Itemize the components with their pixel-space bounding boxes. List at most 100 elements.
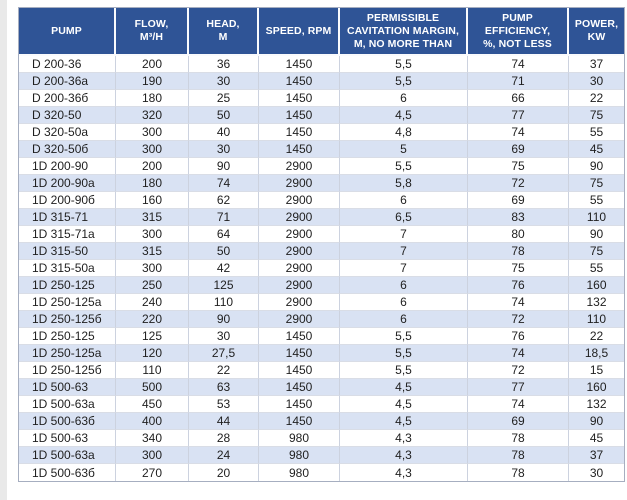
cell-power: 90 (569, 158, 624, 175)
cell-head: 44 (189, 413, 259, 430)
cell-speed: 2900 (259, 311, 340, 328)
cell-flow: 315 (116, 209, 189, 226)
cell-power: 45 (569, 430, 624, 447)
cell-efficiency: 76 (468, 277, 569, 294)
cell-pump: 1D 315-50a (19, 260, 116, 277)
cell-head: 42 (189, 260, 259, 277)
table-row: D 200-36б 180 25 1450 6 66 22 (19, 90, 624, 107)
table-row: D 200-36 200 36 1450 5,5 74 37 (19, 56, 624, 73)
cell-head: 27,5 (189, 345, 259, 362)
table-row: 1D 250-125a 120 27,5 1450 5,5 74 18,5 (19, 345, 624, 362)
cell-flow: 200 (116, 158, 189, 175)
cell-cavitation_margin: 5,5 (340, 328, 468, 345)
cell-power: 55 (569, 124, 624, 141)
table-header: PUMP FLOW, M³/H HEAD, M SPEED, RPM PERMI… (19, 8, 624, 56)
cell-cavitation_margin: 4,3 (340, 430, 468, 447)
cell-cavitation_margin: 5,5 (340, 362, 468, 379)
table-row: 1D 315-50 315 50 2900 7 78 75 (19, 243, 624, 260)
cell-pump: 1D 200-90б (19, 192, 116, 209)
cell-speed: 1450 (259, 141, 340, 158)
cell-pump: D 320-50б (19, 141, 116, 158)
cell-efficiency: 74 (468, 396, 569, 413)
cell-speed: 2900 (259, 209, 340, 226)
cell-pump: 1D 250-125a (19, 294, 116, 311)
cell-flow: 450 (116, 396, 189, 413)
cell-pump: 1D 200-90 (19, 158, 116, 175)
cell-head: 20 (189, 464, 259, 481)
table-row: D 200-36a 190 30 1450 5,5 71 30 (19, 73, 624, 90)
cell-power: 30 (589, 465, 604, 480)
cell-flow: 180 (116, 175, 189, 192)
cell-efficiency: 78 (468, 243, 569, 260)
cell-pump: 1D 315-71 (19, 209, 116, 226)
table-row: 1D 200-90a 180 74 2900 5,8 72 75 (19, 175, 624, 192)
cell-flow: 250 (116, 277, 189, 294)
cell-pump: 1D 250-125 (19, 328, 116, 345)
cell-flow: 315 (116, 243, 189, 260)
cell-speed: 1450 (259, 124, 340, 141)
table-row: 1D 200-90 200 90 2900 5,5 75 90 (19, 158, 624, 175)
cell-flow: 190 (116, 73, 189, 90)
cell-efficiency: 80 (468, 226, 569, 243)
cell-cavitation_margin: 4,5 (340, 379, 468, 396)
cell-cavitation_margin: 6,5 (340, 209, 468, 226)
cell-head: 40 (189, 124, 259, 141)
cell-head: 22 (189, 362, 259, 379)
cell-head: 25 (189, 90, 259, 107)
cell-cavitation_margin: 5,5 (340, 73, 468, 90)
table-row: 1D 500-63б 400 44 1450 4,5 69 90 (19, 413, 624, 430)
cell-speed: 980 (259, 430, 340, 447)
table-row: 1D 315-71 315 71 2900 6,5 83 110 (19, 209, 624, 226)
cell-power: 90 (569, 413, 624, 430)
cell-power: 45 (569, 141, 624, 158)
cell-cavitation_margin: 4,5 (340, 396, 468, 413)
cell-head: 64 (189, 226, 259, 243)
cell-speed: 980 (259, 447, 340, 464)
cell-speed: 980 (259, 464, 340, 481)
cell-pump: 1D 500-63 (19, 379, 116, 396)
cell-speed: 2900 (259, 277, 340, 294)
cell-power: 132 (569, 294, 624, 311)
cell-pump: D 200-36 (19, 56, 116, 73)
table-row: 1D 250-125 250 125 2900 6 76 160 (19, 277, 624, 294)
cell-cavitation_margin: 7 (340, 243, 468, 260)
cell-flow: 340 (116, 430, 189, 447)
cell-power: 15 (569, 362, 624, 379)
cell-speed: 1450 (259, 328, 340, 345)
cell-head: 74 (189, 175, 259, 192)
cell-head: 50 (189, 107, 259, 124)
cell-pump: 1D 250-125 (19, 277, 116, 294)
cell-speed: 2900 (259, 243, 340, 260)
cell-flow: 300 (116, 260, 189, 277)
cell-pump: 1D 500-63a (19, 396, 116, 413)
table-row: D 320-50б 300 30 1450 5 69 45 (19, 141, 624, 158)
cell-efficiency: 72 (468, 175, 569, 192)
table-body: D 200-36 200 36 1450 5,5 74 37 D 200-36a 190 30 14… (19, 56, 624, 481)
cell-cavitation_margin: 4,5 (340, 107, 468, 124)
table-row: 1D 500-63a 300 24 980 4,3 78 37 (19, 447, 624, 464)
cell-efficiency: 72 (468, 311, 569, 328)
table-row: 1D 250-125 125 30 1450 5,5 76 22 (19, 328, 624, 345)
table-row: 1D 250-125б 110 22 1450 5,5 72 15 (19, 362, 624, 379)
cell-efficiency: 69 (468, 141, 569, 158)
cell-speed: 2900 (259, 192, 340, 209)
column-header-cavitation-margin: PERMISSIBLE CAVITATION MARGIN, M, NO MOR… (340, 8, 468, 56)
cell-efficiency: 69 (468, 192, 569, 209)
cell-efficiency: 78 (468, 447, 569, 464)
cell-efficiency: 76 (468, 328, 569, 345)
cell-power: 55 (569, 192, 624, 209)
cell-speed: 2900 (259, 158, 340, 175)
cell-head: 62 (189, 192, 259, 209)
cell-flow: 320 (116, 107, 189, 124)
cell-efficiency: 75 (468, 260, 569, 277)
cell-cavitation_margin: 6 (340, 311, 468, 328)
cell-pump: 1D 500-63б (19, 464, 116, 481)
table-row: D 320-50a 300 40 1450 4,8 74 55 (19, 124, 624, 141)
header-row: PUMP FLOW, M³/H HEAD, M SPEED, RPM PERMI… (19, 8, 624, 56)
cell-speed: 1450 (259, 73, 340, 90)
table-row: 1D 500-63 500 63 1450 4,5 77 160 (19, 379, 624, 396)
cell-efficiency: 78 (468, 430, 569, 447)
cell-flow: 220 (116, 311, 189, 328)
cell-cavitation_margin: 6 (340, 277, 468, 294)
cell-head: 90 (189, 158, 259, 175)
